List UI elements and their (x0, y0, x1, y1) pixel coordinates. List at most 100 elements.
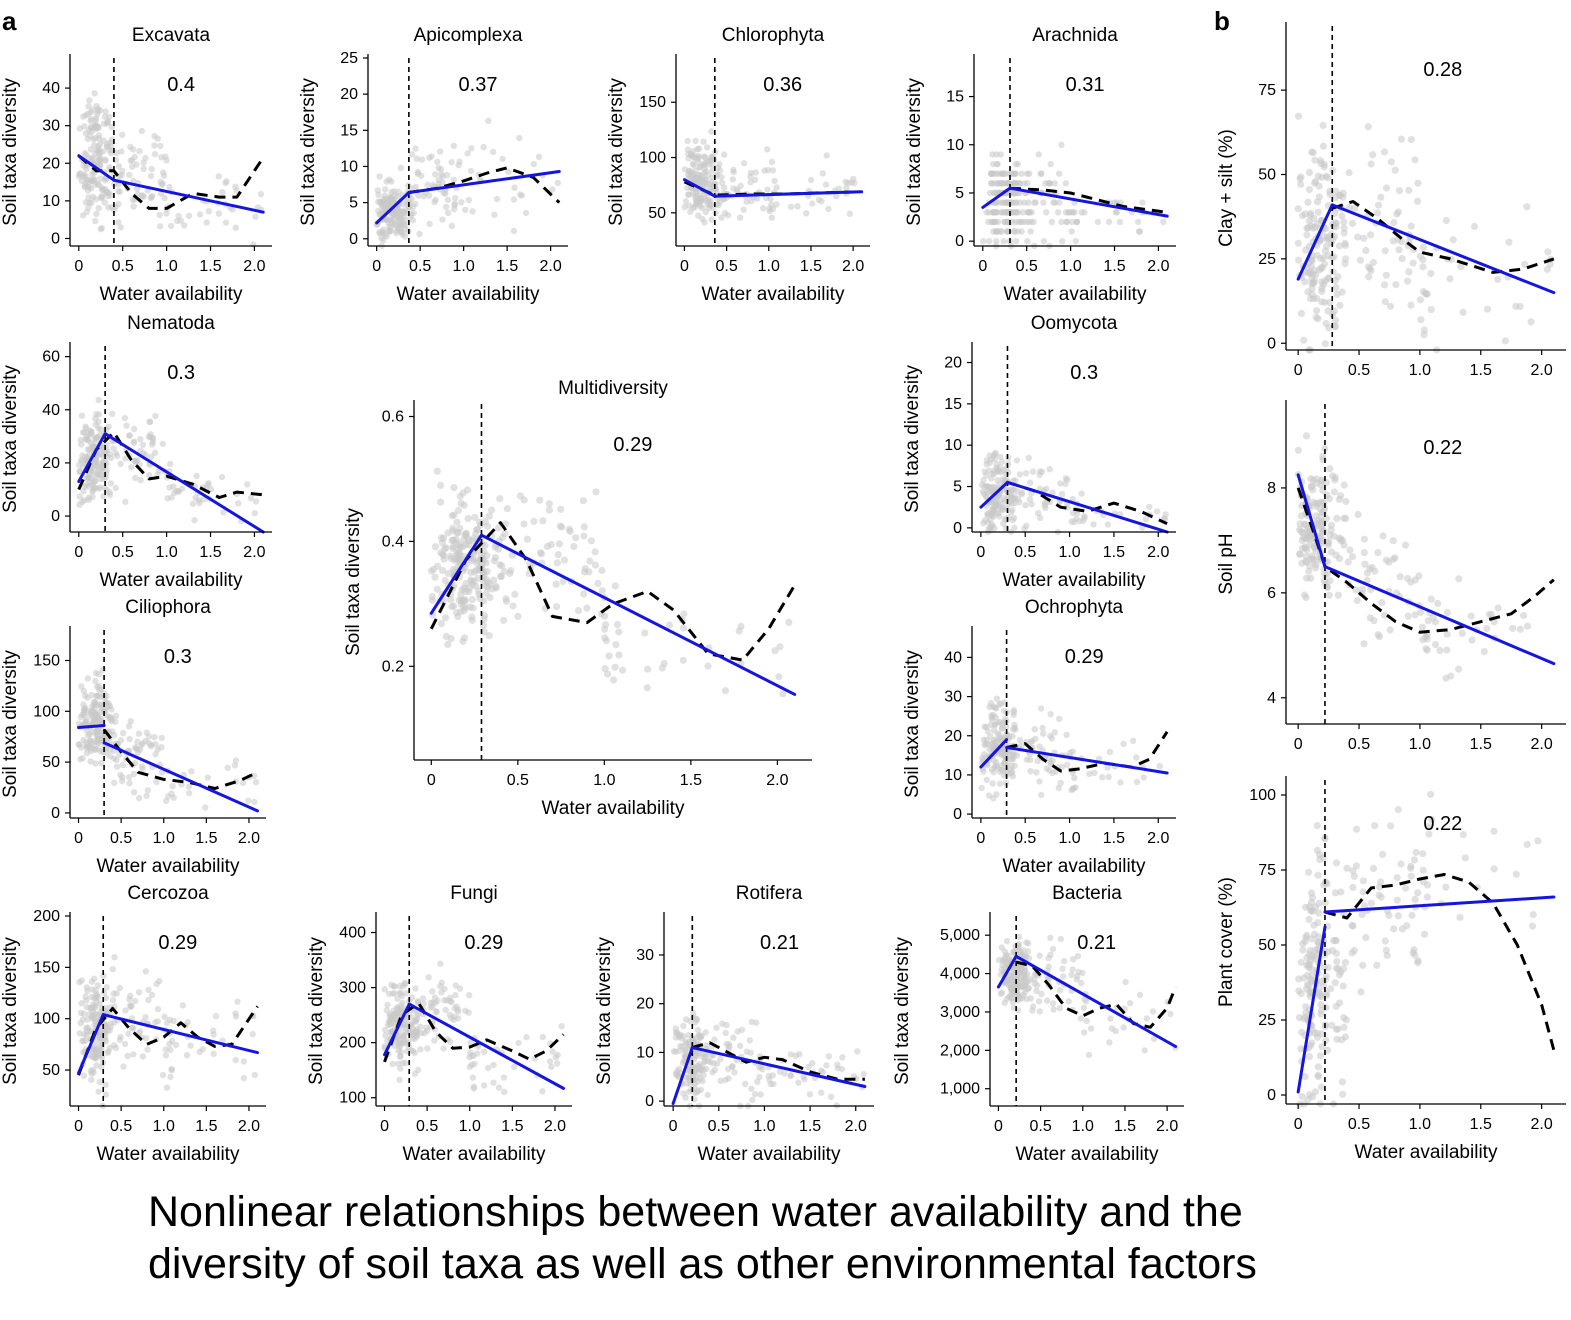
data-point (432, 196, 439, 203)
data-point (1382, 271, 1390, 279)
data-point (1382, 556, 1391, 564)
y-tick-label: 25 (340, 50, 358, 67)
data-point (998, 228, 1006, 235)
threshold-value: 0.21 (1077, 932, 1116, 954)
y-tick-label: 50 (42, 1062, 60, 1079)
data-point (210, 1050, 217, 1058)
data-point (464, 486, 472, 494)
data-point (1104, 764, 1111, 771)
data-point (470, 1083, 478, 1090)
data-point (708, 128, 715, 135)
data-point (1008, 769, 1016, 776)
data-point (98, 194, 106, 201)
data-point (716, 167, 724, 174)
x-tick-label: 2.0 (1147, 830, 1169, 847)
data-point (1133, 754, 1140, 761)
data-point (503, 505, 511, 513)
data-point (1330, 488, 1338, 496)
data-point (93, 147, 101, 154)
data-point (1523, 203, 1531, 211)
data-point (1527, 318, 1535, 326)
data-point (736, 214, 744, 221)
data-point (1021, 971, 1028, 978)
data-point (1039, 724, 1046, 732)
data-point (159, 169, 167, 176)
data-point (1446, 275, 1454, 283)
data-point (1442, 883, 1450, 891)
data-point (146, 418, 154, 425)
data-point (1310, 214, 1318, 223)
data-point (488, 506, 496, 514)
chart-title: Multidiversity (558, 378, 668, 399)
x-axis-label: Water availability (97, 1144, 240, 1165)
data-point (1327, 985, 1335, 993)
data-point (1032, 735, 1039, 743)
data-point (1035, 998, 1043, 1005)
data-point (151, 449, 159, 457)
data-point (1408, 911, 1416, 920)
data-point (1086, 770, 1093, 777)
y-tick-label: 20 (42, 455, 60, 472)
data-point (721, 687, 730, 695)
data-point (219, 189, 226, 196)
data-point (1120, 1024, 1127, 1031)
data-point (1305, 567, 1313, 575)
x-axis-label: Water availability (542, 798, 685, 819)
data-point (998, 725, 1005, 732)
data-point (997, 990, 1005, 998)
data-point (131, 153, 138, 161)
data-point (135, 730, 143, 737)
data-point (1049, 1000, 1057, 1007)
data-point (1040, 730, 1047, 737)
data-point (574, 607, 583, 615)
data-point (257, 191, 265, 198)
x-tick-label: 1.0 (1059, 258, 1081, 275)
y-tick-label: 10 (340, 158, 358, 175)
data-point (395, 1047, 402, 1054)
y-tick-label: 1,000 (940, 1081, 980, 1098)
data-point (1305, 1053, 1313, 1061)
data-point (539, 517, 547, 525)
data-point (1023, 939, 1030, 946)
data-point (84, 675, 92, 682)
data-point (412, 145, 419, 152)
data-point (169, 783, 176, 790)
x-tick-label: 1.0 (758, 258, 780, 275)
data-point (122, 1007, 129, 1014)
data-point (1395, 246, 1403, 254)
data-point (1011, 524, 1018, 532)
scatter-points (978, 695, 1164, 802)
data-point (101, 199, 109, 206)
y-axis-label: Soil pH (1216, 533, 1237, 594)
data-point (154, 135, 161, 142)
data-point (1305, 168, 1314, 176)
data-point (740, 160, 748, 167)
data-point (103, 189, 110, 196)
x-tick-label: 1.5 (1470, 1116, 1492, 1133)
data-point (719, 1020, 726, 1027)
data-point (220, 509, 227, 516)
y-tick-label: 5 (349, 195, 358, 212)
x-tick-label: 0.5 (507, 772, 529, 789)
data-point (413, 1026, 421, 1033)
data-point (1129, 737, 1137, 744)
data-point (82, 130, 90, 137)
data-point (92, 677, 99, 685)
data-point (435, 180, 442, 188)
y-tick-label: 50 (42, 754, 60, 771)
data-point (167, 1046, 174, 1054)
data-point (1134, 218, 1142, 226)
linear-fit-segment (1014, 954, 1178, 1049)
chart-title: Oomycota (1031, 313, 1118, 334)
data-point (1360, 640, 1368, 648)
chart-title: Apicomplexa (414, 25, 523, 46)
data-point (103, 452, 110, 460)
data-point (78, 412, 86, 419)
data-point (998, 458, 1006, 465)
data-point (1302, 593, 1310, 602)
data-point (97, 107, 104, 114)
data-point (412, 200, 419, 207)
data-point (87, 758, 94, 765)
